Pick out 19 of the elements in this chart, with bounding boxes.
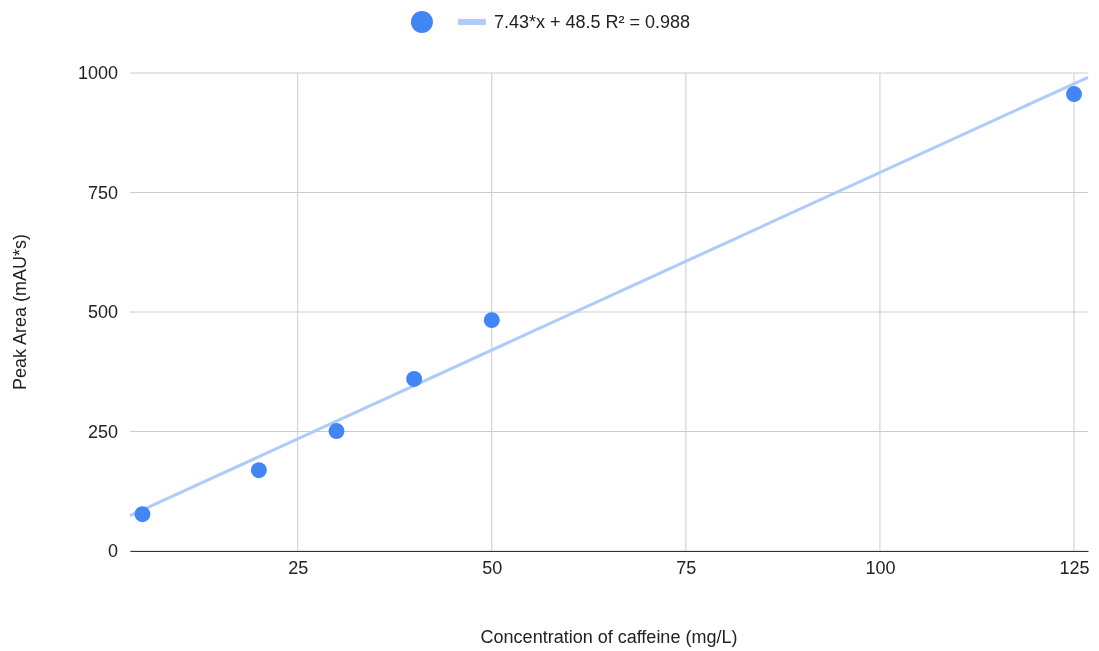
x-tick-label: 50 [482,557,503,578]
point [250,462,267,479]
x-axis-title: Concentration of caffeine (mg/L) [480,627,738,647]
point [483,312,500,329]
y-tick-label: 250 [87,421,118,442]
legend-label: 7.43*x + 48.5 R² = 0.988 [493,12,691,32]
y-axis-title: Peak Area (mAU*s) [10,233,30,391]
y-tick-label: 750 [87,182,118,203]
y-tick-label: 1000 [77,63,118,84]
x-tick-label: 75 [676,557,697,578]
x-tick-label: 100 [865,557,896,578]
point [1066,86,1082,102]
y-tick-label: 500 [87,302,118,323]
y-tick-label: 0 [107,541,118,562]
point [328,423,345,439]
point [134,506,151,523]
x-tick-label: 25 [288,557,309,578]
point [406,370,423,387]
x-tick-label: 125 [1059,557,1090,578]
